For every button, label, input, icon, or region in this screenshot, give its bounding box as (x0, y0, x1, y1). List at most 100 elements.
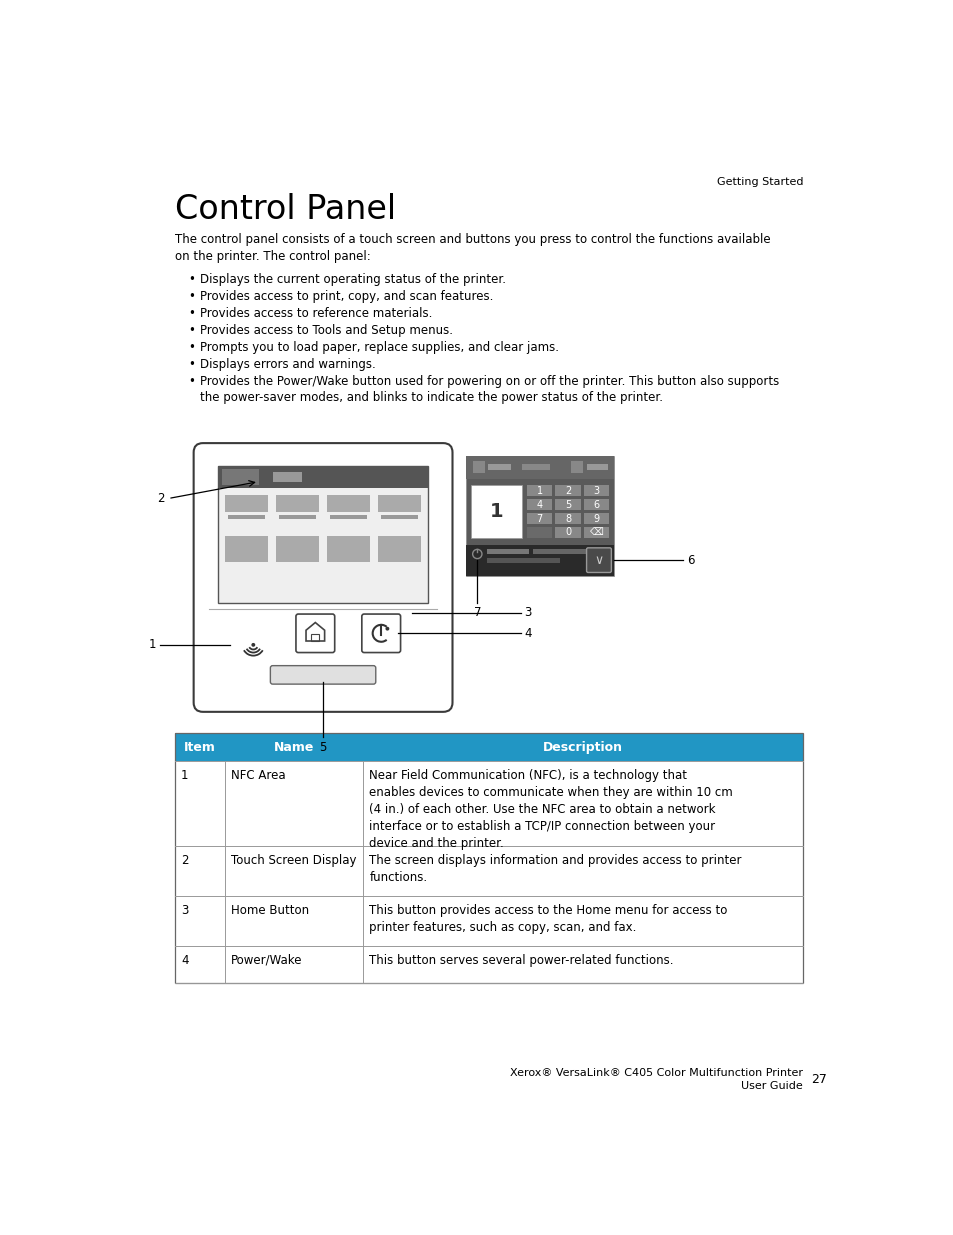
Bar (466, 545, 613, 576)
Bar (583, 499, 608, 510)
Bar (311, 634, 319, 641)
Bar (526, 499, 552, 510)
Text: •: • (189, 358, 195, 370)
Bar (377, 495, 421, 513)
Bar (174, 895, 802, 946)
Bar (327, 546, 370, 562)
Text: 2: 2 (156, 492, 164, 505)
Text: Name: Name (274, 741, 314, 753)
Bar (583, 514, 608, 524)
Text: •: • (189, 324, 195, 337)
Bar (278, 515, 315, 520)
Bar (586, 464, 608, 471)
FancyBboxPatch shape (270, 666, 375, 684)
Bar (275, 546, 319, 562)
Bar (273, 472, 302, 482)
Bar (471, 485, 521, 537)
Text: 6: 6 (593, 500, 598, 510)
Text: 7: 7 (536, 514, 542, 524)
Text: The control panel consists of a touch screen and buttons you press to control th: The control panel consists of a touch sc… (174, 233, 769, 263)
Bar (224, 536, 268, 552)
Bar (327, 536, 370, 552)
Bar (330, 556, 367, 559)
Bar (571, 461, 583, 473)
Text: Touch Screen Display: Touch Screen Display (231, 853, 356, 867)
Bar (466, 456, 613, 576)
Text: NFC Area: NFC Area (231, 769, 286, 782)
Bar (174, 761, 802, 846)
Text: Control Panel: Control Panel (174, 193, 395, 226)
Bar (327, 495, 370, 513)
Text: •: • (189, 341, 195, 353)
Text: •: • (189, 306, 195, 320)
Text: 5: 5 (564, 500, 571, 510)
Circle shape (252, 643, 255, 647)
Text: 4: 4 (536, 500, 542, 510)
Bar (555, 527, 580, 537)
Text: 4: 4 (524, 627, 532, 640)
Text: Home Button: Home Button (231, 904, 309, 916)
Text: 1: 1 (536, 485, 542, 495)
Text: 1: 1 (181, 769, 188, 782)
Bar (555, 485, 580, 496)
Bar (218, 466, 427, 488)
Bar (555, 499, 580, 510)
Text: Provides access to reference materials.: Provides access to reference materials. (199, 306, 432, 320)
Bar (533, 548, 587, 555)
Bar (488, 464, 511, 471)
Text: 3: 3 (181, 904, 188, 916)
Bar (526, 514, 552, 524)
Text: Power/Wake: Power/Wake (231, 953, 302, 967)
Text: 3: 3 (524, 606, 532, 619)
Text: 0: 0 (564, 527, 571, 537)
Text: Getting Started: Getting Started (716, 178, 802, 188)
Text: Xerox® VersaLink® C405 Color Multifunction Printer: Xerox® VersaLink® C405 Color Multifuncti… (510, 1068, 802, 1078)
Text: •: • (189, 290, 195, 303)
Text: 4: 4 (181, 953, 188, 967)
Text: ⌫: ⌫ (589, 527, 602, 537)
Bar (174, 734, 802, 761)
Text: 5: 5 (319, 741, 327, 755)
Bar (381, 515, 418, 520)
Bar (381, 556, 418, 559)
Bar (583, 485, 608, 496)
Text: •: • (189, 374, 195, 388)
Bar (221, 469, 258, 484)
Bar (583, 527, 608, 537)
Text: Near Field Communication (NFC), is a technology that
enables devices to communic: Near Field Communication (NFC), is a tec… (369, 769, 733, 850)
Bar (526, 485, 552, 496)
Bar (486, 548, 529, 555)
Bar (224, 546, 268, 562)
Text: The screen displays information and provides access to printer
functions.: The screen displays information and prov… (369, 853, 741, 883)
Circle shape (385, 626, 389, 631)
Text: Prompts you to load paper, replace supplies, and clear jams.: Prompts you to load paper, replace suppl… (199, 341, 558, 353)
Text: User Guide: User Guide (740, 1081, 802, 1091)
Bar (275, 495, 319, 513)
Text: Description: Description (542, 741, 622, 753)
FancyBboxPatch shape (361, 614, 400, 652)
Text: •: • (189, 273, 195, 287)
Text: 8: 8 (564, 514, 571, 524)
Text: 3: 3 (593, 485, 598, 495)
Bar (278, 556, 315, 559)
Text: 6: 6 (686, 553, 694, 567)
Bar (521, 464, 550, 471)
Bar (275, 536, 319, 552)
Text: 2: 2 (181, 853, 188, 867)
FancyBboxPatch shape (586, 548, 611, 573)
Text: Displays the current operating status of the printer.: Displays the current operating status of… (199, 273, 505, 287)
Text: Provides the Power/Wake button used for powering on or off the printer. This but: Provides the Power/Wake button used for … (199, 374, 778, 404)
Text: This button provides access to the Home menu for access to
printer features, suc: This button provides access to the Home … (369, 904, 727, 934)
Text: 1: 1 (149, 638, 156, 651)
Bar (224, 495, 268, 513)
Text: This button serves several power-related functions.: This button serves several power-related… (369, 953, 673, 967)
Bar (174, 734, 802, 983)
FancyBboxPatch shape (295, 614, 335, 652)
Text: Provides access to Tools and Setup menus.: Provides access to Tools and Setup menus… (199, 324, 452, 337)
Bar (377, 536, 421, 552)
Bar (330, 515, 367, 520)
Bar (174, 946, 802, 983)
Bar (377, 546, 421, 562)
Text: Item: Item (184, 741, 215, 753)
Bar (228, 515, 265, 520)
